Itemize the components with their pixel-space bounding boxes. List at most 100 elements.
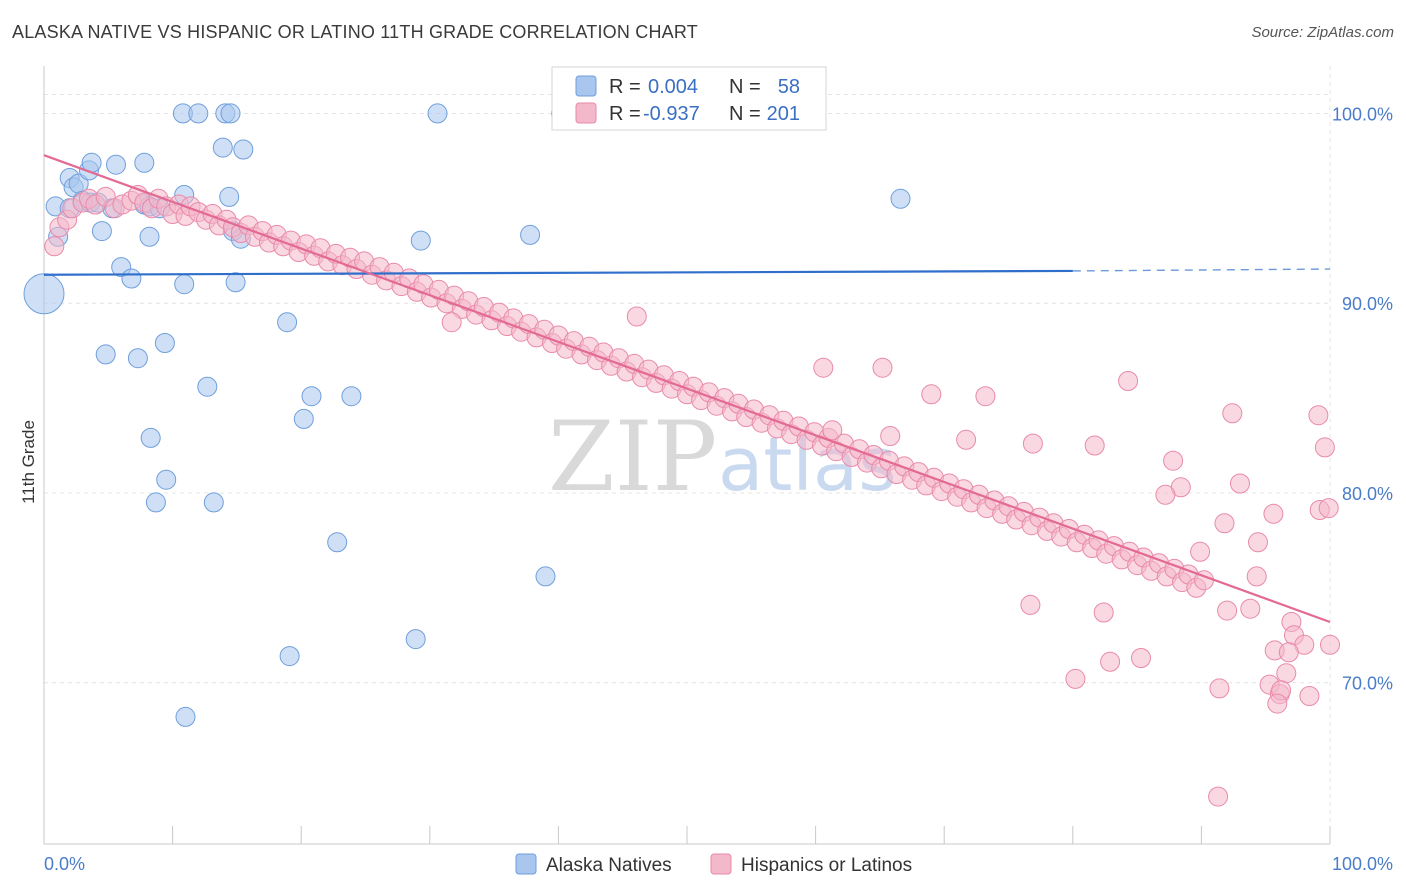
data-point-hispanics-or-latinos (44, 236, 65, 257)
data-point-hispanics-or-latinos (1209, 678, 1230, 699)
data-point-hispanics-or-latinos (1100, 651, 1121, 672)
data-point-hispanics-or-latinos (1020, 594, 1041, 615)
stats-r-label-blue: R = (609, 76, 641, 98)
data-point-hispanics-or-latinos (1276, 663, 1297, 684)
data-point-alaska-natives (327, 532, 348, 553)
data-point-hispanics-or-latinos (1240, 598, 1261, 619)
series-alaska-natives (23, 103, 911, 727)
x-tick-label-max: 100.0% (1332, 854, 1393, 874)
stats-n-value-pink: 201 (767, 103, 800, 125)
data-point-hispanics-or-latinos (956, 429, 977, 450)
data-point-alaska-natives (535, 566, 556, 587)
trend-line-alaska-natives-extension (1072, 268, 1331, 272)
data-point-alaska-natives (139, 226, 160, 247)
data-point-hispanics-or-latinos (1263, 503, 1284, 524)
data-point-alaska-natives (154, 333, 175, 353)
data-point-hispanics-or-latinos (1320, 634, 1340, 655)
x-tick-labels: 0.0% 100.0% (44, 854, 1393, 874)
trend-lines (43, 154, 1331, 624)
data-point-hispanics-or-latinos (1248, 532, 1268, 553)
data-point-hispanics-or-latinos (1299, 686, 1320, 706)
stats-r-value-pink: -0.937 (643, 103, 700, 125)
data-point-hispanics-or-latinos (1267, 693, 1288, 714)
data-point-alaska-natives (188, 103, 209, 124)
data-point-hispanics-or-latinos (1190, 541, 1211, 562)
data-point-alaska-natives (341, 386, 362, 407)
data-point-hispanics-or-latinos (1155, 484, 1176, 505)
y-tick-label: 80.0% (1342, 484, 1393, 504)
legend-label-hispanics-or-latinos[interactable]: Hispanics or Latinos (741, 855, 912, 876)
data-point-alaska-natives (410, 230, 431, 251)
data-point-hispanics-or-latinos (813, 357, 834, 378)
trend-line-hispanics-or-latinos (43, 154, 1331, 624)
stats-legend: R = 0.004 N = 58 R = -0.937 N = 201 (551, 66, 827, 131)
y-tick-label: 90.0% (1342, 294, 1393, 314)
data-point-alaska-natives (277, 312, 298, 333)
chart-source: Source: ZipAtlas.com (1251, 24, 1394, 41)
stats-legend-swatch-pink (575, 102, 597, 124)
data-point-hispanics-or-latinos (1065, 668, 1086, 689)
axes (43, 66, 1331, 845)
data-point-hispanics-or-latinos (1022, 433, 1043, 454)
stats-n-label-pink: N = (729, 103, 761, 125)
stats-r-value-blue: 0.004 (648, 76, 698, 98)
data-point-hispanics-or-latinos (1314, 437, 1335, 458)
y-tick-label: 70.0% (1342, 674, 1393, 694)
data-point-hispanics-or-latinos (975, 386, 996, 407)
data-point-hispanics-or-latinos (626, 306, 647, 327)
y-axis-label: 11th Grade (19, 420, 38, 504)
data-point-alaska-natives (106, 154, 126, 175)
data-point-alaska-natives (23, 273, 65, 315)
data-point-hispanics-or-latinos (1214, 513, 1235, 534)
stats-r-label-pink: R = (609, 103, 641, 125)
legend-swatch-hispanics-or-latinos[interactable] (710, 853, 732, 875)
data-point-alaska-natives (197, 376, 218, 397)
trend-line-alaska-natives (43, 269, 1073, 276)
data-point-alaska-natives (212, 137, 233, 158)
data-point-alaska-natives (203, 492, 224, 513)
data-point-hispanics-or-latinos (880, 426, 901, 446)
data-point-hispanics-or-latinos (1093, 602, 1114, 623)
data-point-alaska-natives (405, 629, 426, 650)
data-point-alaska-natives (293, 408, 314, 429)
data-point-alaska-natives (134, 152, 155, 173)
stats-n-label-blue: N = (729, 76, 761, 98)
data-point-hispanics-or-latinos (1230, 473, 1250, 494)
watermark-zip: ZIP (548, 401, 717, 513)
y-tick-label: 100.0% (1332, 104, 1393, 124)
data-point-hispanics-or-latinos (872, 357, 893, 378)
data-point-alaska-natives (140, 427, 161, 448)
data-point-alaska-natives (156, 469, 177, 490)
data-point-alaska-natives (175, 706, 196, 727)
data-point-alaska-natives (174, 274, 195, 295)
data-point-hispanics-or-latinos (1217, 600, 1238, 621)
data-point-hispanics-or-latinos (822, 420, 843, 441)
data-point-hispanics-or-latinos (1208, 786, 1229, 807)
data-point-alaska-natives (890, 188, 911, 209)
data-point-hispanics-or-latinos (1318, 498, 1339, 519)
stats-n-value-blue: 58 (778, 76, 800, 98)
data-point-alaska-natives (279, 646, 300, 667)
data-point-hispanics-or-latinos (1118, 371, 1139, 391)
data-point-alaska-natives (121, 268, 142, 289)
data-point-alaska-natives (219, 186, 240, 207)
data-point-hispanics-or-latinos (1308, 405, 1329, 426)
stats-legend-swatch-blue (575, 75, 597, 97)
data-point-hispanics-or-latinos (1222, 403, 1243, 424)
data-point-alaska-natives (145, 492, 166, 513)
legend-label-alaska-natives[interactable]: Alaska Natives (546, 855, 672, 876)
data-point-hispanics-or-latinos (441, 312, 462, 333)
data-point-alaska-natives (427, 103, 448, 124)
data-point-alaska-natives (220, 103, 241, 124)
data-point-alaska-natives (225, 272, 246, 293)
data-point-alaska-natives (233, 139, 254, 160)
data-point-hispanics-or-latinos (1163, 450, 1184, 471)
x-tick-label-min: 0.0% (44, 854, 85, 874)
data-point-alaska-natives (91, 221, 112, 242)
data-point-hispanics-or-latinos (1278, 642, 1299, 663)
data-point-hispanics-or-latinos (1246, 566, 1267, 587)
legend-swatch-alaska-natives[interactable] (515, 853, 537, 875)
data-point-alaska-natives (127, 348, 148, 369)
bottom-legend: Alaska Natives Hispanics or Latinos (515, 853, 912, 876)
